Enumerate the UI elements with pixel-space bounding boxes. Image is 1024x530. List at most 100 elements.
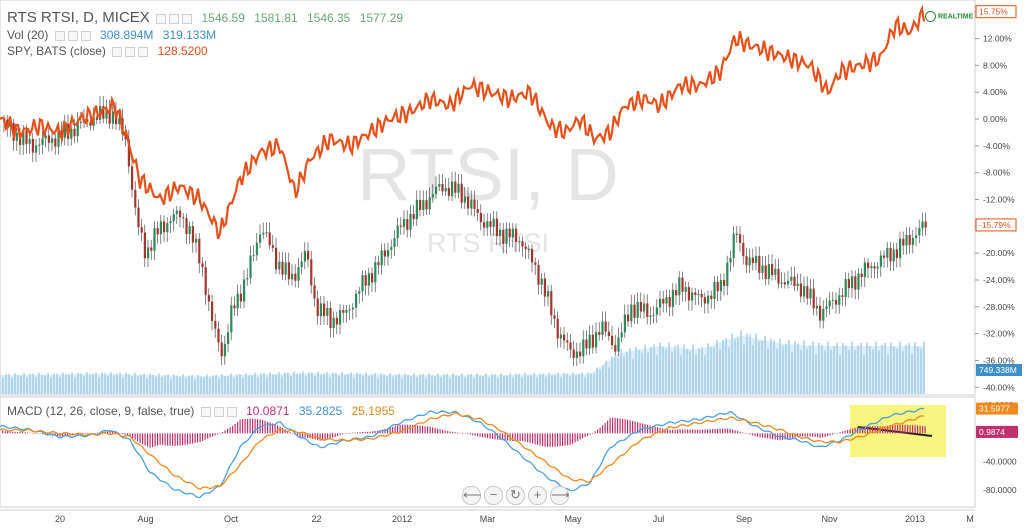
macd-histogram-bar <box>429 426 431 434</box>
macd-histogram-bar <box>414 425 416 434</box>
settings-icon[interactable] <box>156 13 167 24</box>
volume-bar <box>425 378 427 394</box>
macd-histogram-bar <box>709 429 711 434</box>
x-tick-label: Jul <box>653 514 665 524</box>
macd-histogram-bar <box>387 428 389 434</box>
macd-histogram-bar <box>22 432 24 434</box>
volume-bar <box>482 375 484 394</box>
visibility-icon[interactable] <box>169 13 180 24</box>
candle-body <box>915 235 918 239</box>
volume-bar <box>32 373 34 394</box>
volume-bar <box>851 341 853 394</box>
macd-histogram-bar <box>449 431 451 434</box>
macd-histogram-bar <box>159 433 161 445</box>
zoom-in-button[interactable]: + <box>528 486 547 505</box>
close-icon[interactable] <box>182 13 193 24</box>
volume-bar <box>866 342 868 394</box>
candle-body <box>281 261 284 275</box>
visibility-icon[interactable] <box>213 406 224 417</box>
settings-icon[interactable] <box>54 30 65 41</box>
macd-legend: MACD (12, 26, close, 9, false, true) 10.… <box>7 404 395 418</box>
candle-body <box>911 238 914 245</box>
candle-body <box>51 138 54 143</box>
macd-histogram-bar <box>769 433 771 439</box>
macd-histogram-bar <box>339 433 341 436</box>
macd-histogram-bar <box>839 432 841 434</box>
visibility-icon[interactable] <box>125 46 136 57</box>
candle-body <box>502 229 505 245</box>
candle-body <box>547 291 550 297</box>
y-tick-label: 0.00% <box>983 114 1008 124</box>
candle-body <box>367 273 370 286</box>
volume-bar <box>815 354 817 394</box>
volume-bar <box>644 344 646 394</box>
close-icon[interactable] <box>226 406 237 417</box>
volume-bar <box>266 376 268 394</box>
scroll-right-button[interactable]: ⟶ <box>550 486 570 505</box>
candle-body <box>550 291 553 316</box>
macd-histogram-bar <box>562 433 564 446</box>
close-icon[interactable] <box>80 30 91 41</box>
macd-histogram-bar <box>42 433 44 435</box>
volume-bar <box>908 343 910 394</box>
macd-histogram-bar <box>194 433 196 444</box>
macd-histogram-bar <box>677 429 679 434</box>
volume-bar <box>830 349 832 394</box>
candle-body <box>79 121 82 123</box>
volume-bar <box>857 345 859 394</box>
volume-bar <box>593 373 595 394</box>
x-tick-label: May <box>564 514 582 524</box>
visibility-icon[interactable] <box>67 30 78 41</box>
candle-body <box>252 255 255 257</box>
reset-button[interactable]: ↻ <box>506 486 525 505</box>
candle-body <box>140 227 143 233</box>
macd-histogram-bar <box>864 426 866 434</box>
macd-histogram-bar <box>647 424 649 434</box>
candle-body <box>220 342 223 357</box>
candle-body <box>249 255 252 278</box>
candle-body <box>348 309 351 311</box>
candle-body <box>700 293 703 298</box>
volume-bar <box>563 372 565 394</box>
macd-histogram-bar <box>177 433 179 446</box>
macd-histogram-bar <box>399 424 401 434</box>
macd-histogram-bar <box>837 432 839 434</box>
volume-bar <box>632 358 634 394</box>
macd-histogram-bar <box>249 418 251 434</box>
macd-histogram-bar <box>299 433 301 437</box>
volume-bar <box>194 379 196 394</box>
candle-body <box>467 196 470 209</box>
macd-histogram-bar <box>214 433 216 436</box>
volume-bar <box>80 373 82 394</box>
candle-body <box>239 293 242 302</box>
candle-body <box>179 210 182 218</box>
candle-body <box>451 181 454 196</box>
candle-body <box>463 196 466 203</box>
candle-body <box>908 234 911 245</box>
macd-histogram-bar <box>592 432 594 434</box>
close-icon[interactable] <box>138 46 149 57</box>
settings-icon[interactable] <box>112 46 123 57</box>
volume-bar <box>437 373 439 394</box>
macd-histogram-bar <box>442 429 444 434</box>
scroll-left-button[interactable]: ⟵ <box>462 486 482 505</box>
candle-body <box>339 310 342 325</box>
volume-bar <box>458 376 460 394</box>
volume-bar <box>347 374 349 394</box>
volume-bar <box>674 346 676 394</box>
macd-histogram-bar <box>692 429 694 434</box>
candle-body <box>191 226 194 243</box>
settings-icon[interactable] <box>200 406 211 417</box>
volume-bar <box>677 344 679 394</box>
volume-bar <box>332 372 334 394</box>
spy-legend: SPY, BATS (close) 128.5200 <box>7 44 208 58</box>
volume-bar <box>251 375 253 394</box>
candle-body <box>713 281 716 299</box>
macd-histogram-bar <box>189 433 191 445</box>
candle-body <box>313 285 316 299</box>
volume-bar <box>839 355 841 394</box>
volume-bar <box>167 374 169 394</box>
zoom-out-button[interactable]: − <box>484 486 503 505</box>
volume-bar <box>512 377 514 394</box>
